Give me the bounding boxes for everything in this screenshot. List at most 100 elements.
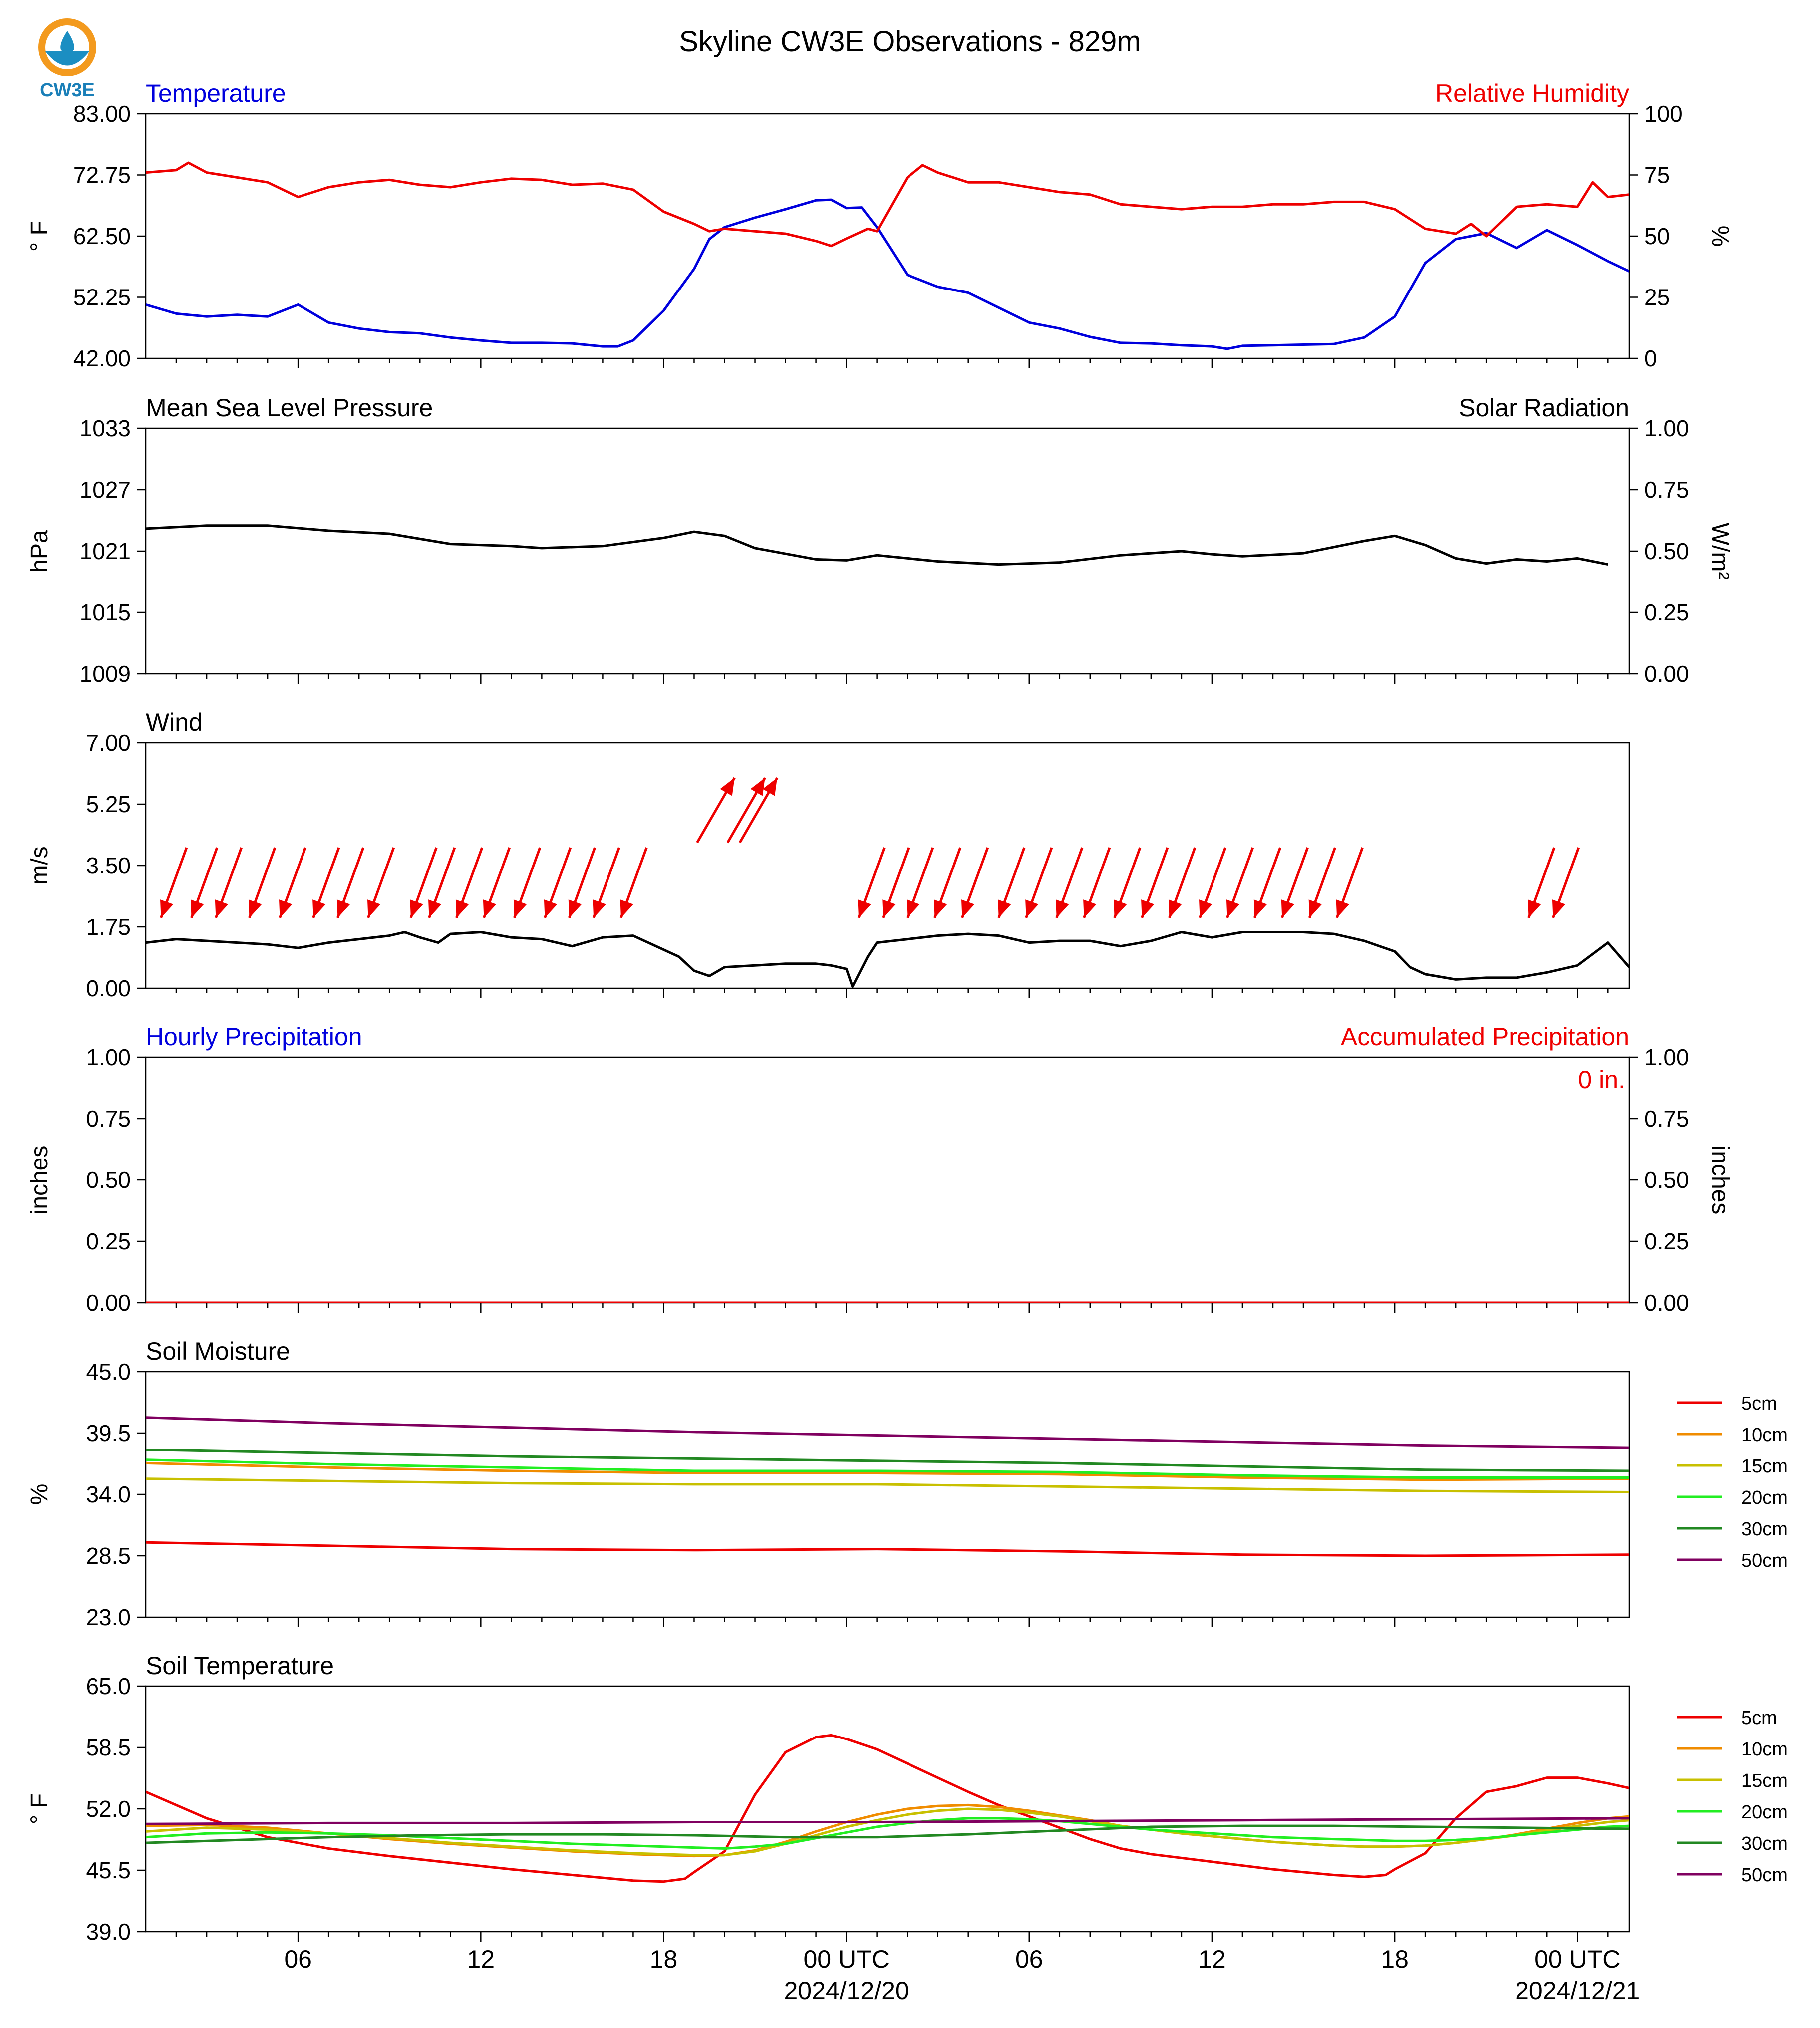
panel-soil_temperature: 39.0 45.5 52.0 58.5 65.0 Soil Temperature ° F 5… [26, 1652, 1788, 1945]
panel-title-right: Relative Humidity [1435, 79, 1629, 107]
y-left-tick-label: 23.0 [86, 1604, 131, 1630]
series-line-soil_temperature-0 [146, 1734, 1629, 1883]
panel-title-left: Mean Sea Level Pressure [146, 394, 433, 422]
panel-title-left: Soil Moisture [146, 1337, 290, 1365]
legend-label: 10cm [1741, 1739, 1788, 1760]
panel-wind: 0.00 1.75 3.50 5.25 7.00 Wind m/s [26, 708, 1630, 1001]
wind-arrow [367, 847, 395, 918]
panel-title-left: Soil Temperature [146, 1652, 334, 1680]
series-line-soil_temperature-2 [146, 1807, 1629, 1857]
series-line-temp_rh-0 [146, 198, 1629, 350]
y-left-tick-label: 1015 [80, 599, 131, 625]
series-line-soil_moisture-2 [146, 1477, 1629, 1493]
legend-label: 5cm [1741, 1393, 1777, 1414]
wind-arrow [1308, 847, 1336, 918]
legend: 5cm 10cm 15cm 20cm 30cm 50cm [1677, 1393, 1788, 1571]
series-line-soil_temperature-3 [146, 1817, 1629, 1850]
x-tick-label: 06 [1015, 1945, 1043, 1973]
y-right-tick-label: 1.00 [1644, 415, 1689, 441]
y-left-tick-label: 1.75 [86, 914, 131, 940]
y-left-tick-label: 0.00 [86, 975, 131, 1001]
x-tick-label: 18 [650, 1945, 678, 1973]
wind-arrow [568, 847, 596, 918]
wind-arrow [906, 847, 934, 918]
panel-title-left: Temperature [146, 79, 286, 107]
wind-arrow [1199, 847, 1227, 918]
y-left-tick-label: 3.50 [86, 853, 131, 878]
wind-arrow [336, 847, 365, 918]
y-right-axis-label: W/m² [1707, 523, 1733, 580]
y-right-tick-label: 1.00 [1644, 1044, 1689, 1070]
wind-arrow [312, 847, 340, 918]
y-left-tick-label: 65.0 [86, 1673, 131, 1699]
wind-arrow [544, 847, 572, 918]
legend-label: 15cm [1741, 1456, 1788, 1477]
wind-arrow [1335, 847, 1364, 918]
legend-label: 15cm [1741, 1770, 1788, 1791]
y-left-tick-label: 83.00 [73, 101, 131, 127]
y-left-tick-label: 0.50 [86, 1167, 131, 1193]
x-tick-label: 12 [1198, 1945, 1226, 1973]
wind-arrow [1113, 847, 1142, 918]
wind-arrow [513, 847, 542, 918]
y-left-tick-label: 58.5 [86, 1735, 131, 1760]
y-left-axis-label: % [26, 1484, 53, 1505]
panel-precip: 0.00 0.25 0.50 0.75 1.00 0.00 0.25 0.50 0.75 1.00… [26, 1023, 1733, 1316]
series-line-pressure_solar-0 [146, 524, 1608, 566]
y-left-axis-label: ° F [26, 221, 53, 252]
legend-label: 30cm [1741, 1519, 1788, 1540]
y-left-tick-label: 1033 [80, 415, 131, 441]
y-left-axis-label: m/s [26, 846, 53, 884]
y-left-tick-label: 72.75 [73, 162, 131, 188]
wind-arrow [483, 847, 511, 918]
y-right-tick-label: 0.50 [1644, 538, 1689, 564]
series-group [146, 1416, 1629, 1557]
y-right-tick-label: 0.25 [1644, 599, 1689, 625]
wind-arrow [933, 847, 962, 918]
series-group [146, 1734, 1629, 1883]
series-group [146, 161, 1629, 350]
y-left-tick-label: 45.5 [86, 1857, 131, 1883]
y-right-axis-label: % [1707, 226, 1733, 247]
legend-label: 50cm [1741, 1550, 1788, 1571]
y-left-tick-label: 0.75 [86, 1106, 131, 1132]
wind-arrow [409, 847, 438, 918]
y-left-tick-label: 1.00 [86, 1044, 131, 1070]
panel-soil_moisture: 23.0 28.5 34.0 39.5 45.0 Soil Moisture% 5cm 10c… [26, 1337, 1788, 1630]
x-date-label: 2024/12/20 [784, 1977, 909, 2005]
cw3e-logo: CW3E [38, 18, 96, 101]
y-right-tick-label: 0.75 [1644, 477, 1689, 503]
wind-arrow [726, 777, 766, 844]
panel-title-left: Wind [146, 708, 203, 736]
y-right-tick-label: 0 [1644, 345, 1657, 371]
panel-title-right: Solar Radiation [1459, 394, 1629, 422]
y-left-tick-label: 34.0 [86, 1481, 131, 1507]
wind-arrow [696, 777, 736, 844]
y-left-tick-label: 62.50 [73, 223, 131, 249]
y-right-tick-label: 0.00 [1644, 661, 1689, 687]
wind-arrow [1280, 847, 1309, 918]
legend-label: 5cm [1741, 1708, 1777, 1729]
legend: 5cm 10cm 15cm 20cm 30cm 50cm [1677, 1708, 1788, 1886]
y-right-tick-label: 75 [1644, 162, 1670, 188]
y-left-tick-label: 1009 [80, 661, 131, 687]
wind-arrow [857, 847, 886, 918]
y-left-tick-label: 7.00 [86, 730, 131, 756]
wind-arrow [1253, 847, 1282, 918]
wind-arrow [1083, 847, 1111, 918]
x-tick-label: 12 [467, 1945, 495, 1973]
y-left-axis-label: ° F [26, 1793, 53, 1824]
legend-label: 50cm [1741, 1865, 1788, 1886]
series-line-temp_rh-1 [146, 161, 1629, 248]
figure-title: Skyline CW3E Observations - 829m [679, 25, 1141, 58]
series-group [146, 931, 1629, 988]
y-left-tick-label: 39.0 [86, 1919, 131, 1945]
y-right-tick-label: 0.00 [1644, 1290, 1689, 1316]
series-group [146, 524, 1608, 566]
y-right-tick-label: 0.75 [1644, 1106, 1689, 1132]
legend-label: 20cm [1741, 1802, 1788, 1823]
y-right-tick-label: 100 [1644, 101, 1683, 127]
panel-title-left: Hourly Precipitation [146, 1023, 362, 1051]
y-left-tick-label: 0.00 [86, 1290, 131, 1316]
